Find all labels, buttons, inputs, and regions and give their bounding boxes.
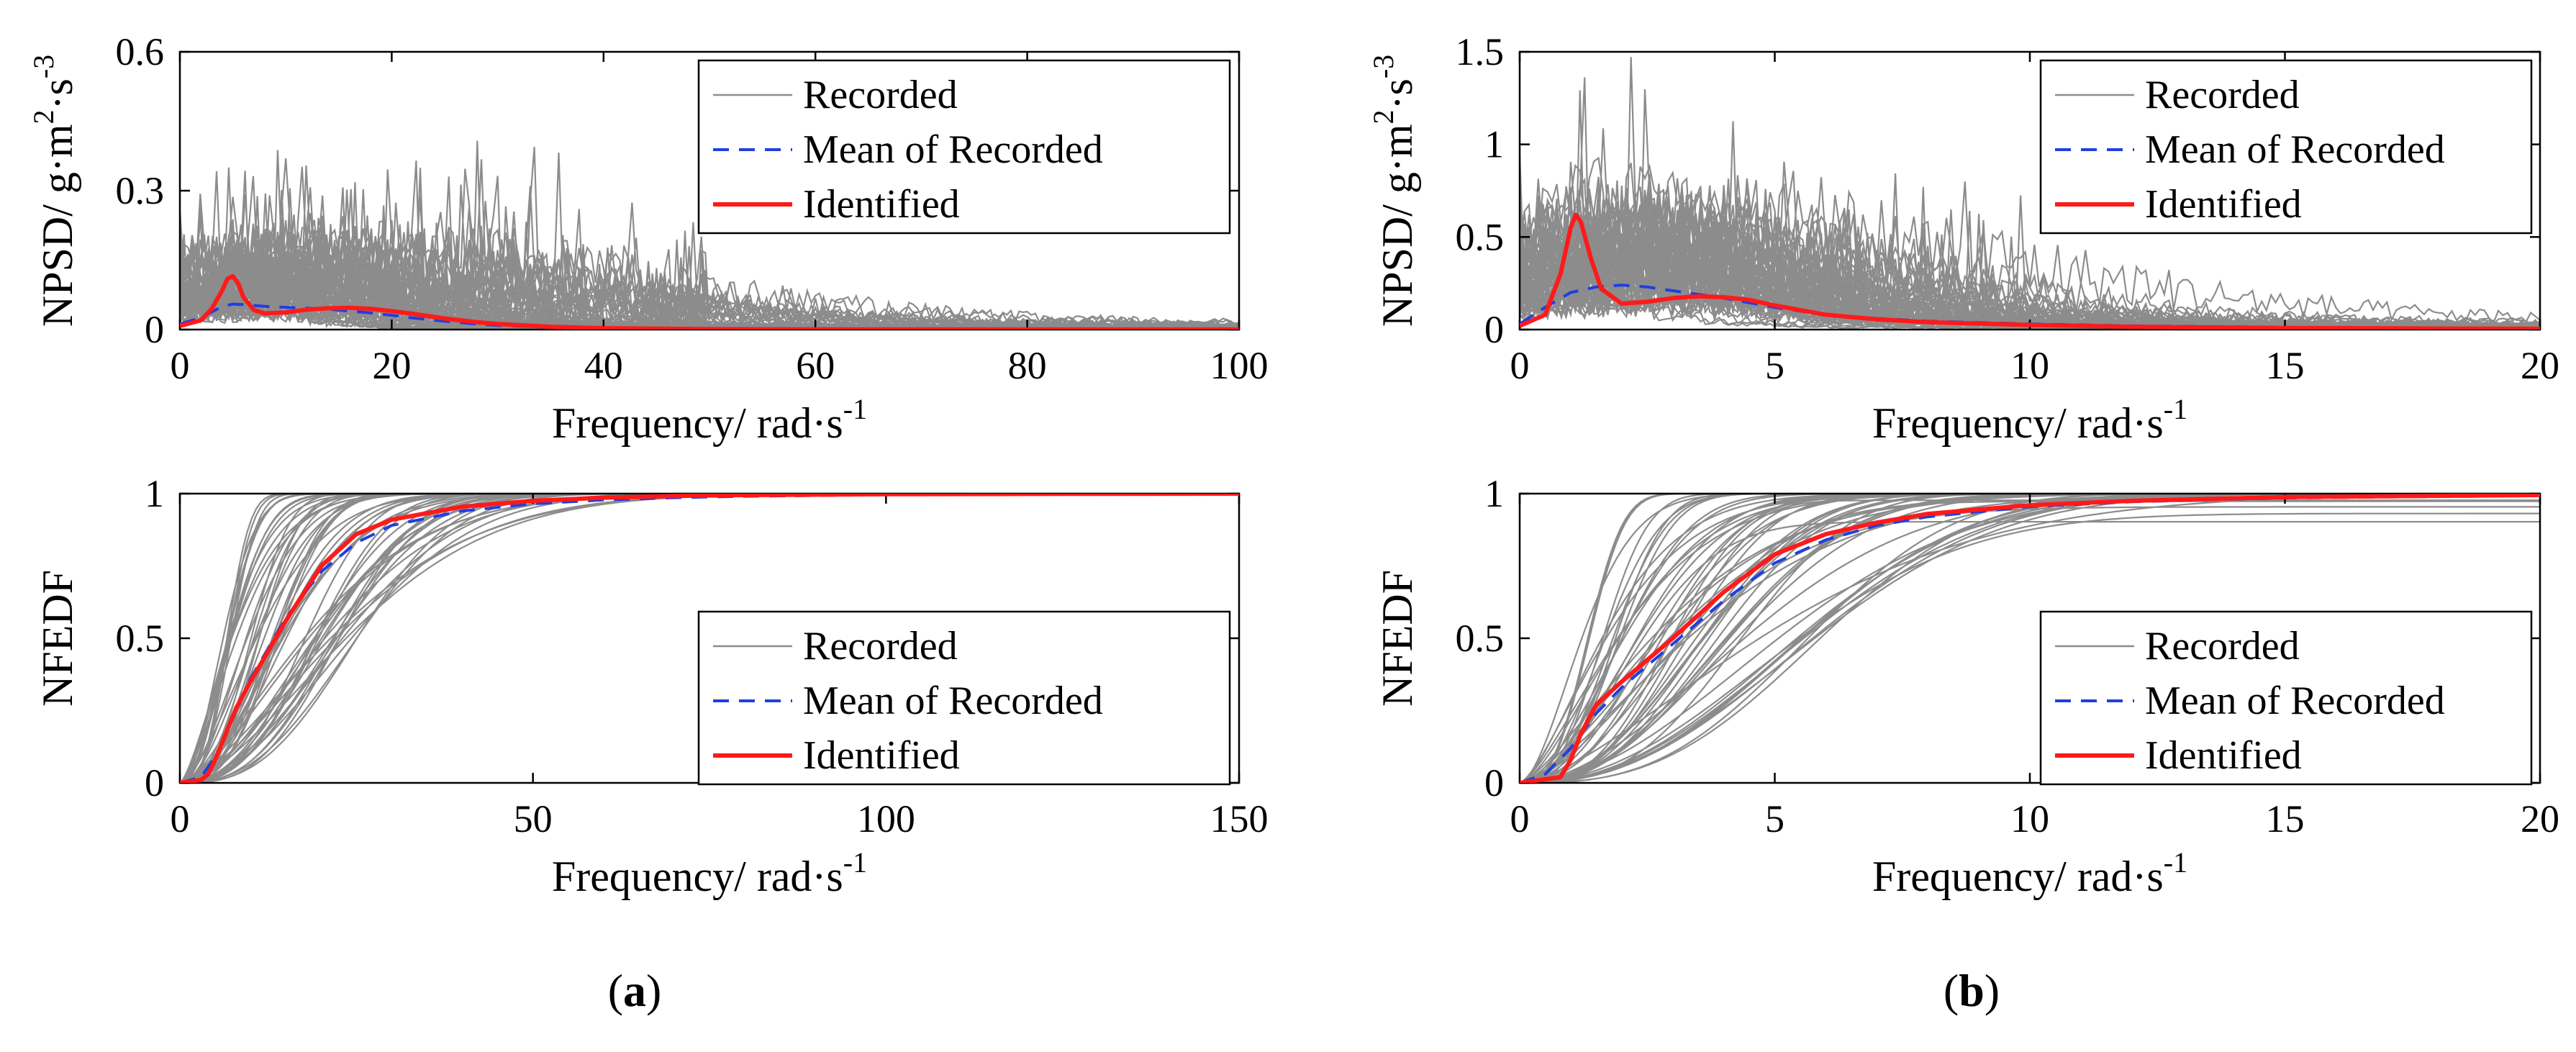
b-npsd-xtick-label: 5 [1765, 344, 1784, 387]
b-nfedf-ytick-label: 0.5 [1456, 617, 1505, 660]
a-nfedf-identified-series [180, 494, 1239, 783]
a-npsd-legend-label: Mean of Recorded [803, 127, 1103, 172]
b-nfedf-legend-label: Recorded [2145, 624, 2300, 668]
b-nfedf-legend-label: Mean of Recorded [2145, 679, 2445, 723]
a-npsd-xtick-label: 80 [1008, 344, 1047, 387]
b-npsd-ylabel-text: NPSD/ g·m [1374, 124, 1421, 327]
b-nfedf-legend-label: Identified [2145, 733, 2302, 778]
a-nfedf-legend-label: Recorded [803, 624, 958, 668]
a-nfedf-ylabel-text: NFEDF [34, 570, 81, 707]
a-npsd-xlabel: Frequency/ rad·s-1 [552, 393, 867, 447]
b-npsd-xtick-label: 0 [1510, 344, 1530, 387]
a-npsd-xlabel-sup: -1 [843, 393, 867, 425]
b-npsd-ylabel: NPSD/ g·m2·s-3 [1367, 55, 1421, 327]
b-npsd-ytick-label: 1 [1484, 123, 1504, 166]
a-npsd-ytick-label: 0 [145, 308, 164, 351]
caption-a-letter: a [623, 965, 646, 1016]
b-npsd-xtick-label: 10 [2010, 344, 2049, 387]
a-nfedf-xtick-label: 50 [514, 797, 553, 840]
b-npsd-xlabel: Frequency/ rad·s-1 [1872, 393, 2187, 447]
a-npsd-xtick-label: 40 [584, 344, 623, 387]
b-npsd-identified-series [1520, 212, 2540, 330]
b-npsd-xlabel-text: Frequency/ rad·s [1872, 399, 2164, 447]
caption-b-letter: b [1959, 965, 1985, 1016]
b-nfedf-xtick-label: 20 [2521, 797, 2559, 840]
b-nfedf-recorded-series [1520, 494, 2540, 783]
caption-b: (b) [1944, 965, 2000, 1016]
a-npsd-ytick-label: 0.3 [116, 169, 165, 212]
b-npsd-xlabel-sup: -1 [2164, 393, 2187, 425]
b-nfedf-xlabel-text: Frequency/ rad·s [1872, 853, 2164, 900]
a-npsd-ylabel-text: NPSD/ g·m [34, 124, 81, 327]
a-nfedf-xlabel: Frequency/ rad·s-1 [552, 846, 867, 900]
a-nfedf-ylabel: NFEDF [34, 570, 81, 707]
b-npsd-legend-label: Recorded [2145, 73, 2300, 117]
b-nfedf-xtick-label: 10 [2010, 797, 2049, 840]
caption-a: (a) [608, 965, 662, 1016]
a-nfedf-ytick-label: 1 [145, 472, 164, 515]
a-npsd-ylabel-sup1: 2 [27, 109, 60, 124]
a-nfedf-xtick-label: 100 [857, 797, 915, 840]
b-nfedf-xtick-label: 0 [1510, 797, 1530, 840]
a-nfedf-xtick-label: 150 [1210, 797, 1269, 840]
a-npsd-xtick-label: 20 [372, 344, 411, 387]
a-nfedf-xlabel-sup: -1 [843, 846, 867, 879]
a-npsd-xtick-label: 0 [171, 344, 190, 387]
b-npsd-xtick-label: 20 [2521, 344, 2559, 387]
b-nfedf-identified-series [1520, 494, 2540, 783]
a-npsd-legend-label: Recorded [803, 73, 958, 117]
b-npsd-ylabel-sup2: -3 [1367, 55, 1400, 78]
a-npsd-ytick-label: 0.6 [116, 30, 165, 73]
a-nfedf-ytick-label: 0.5 [116, 617, 165, 660]
b-npsd-ytick-label: 1.5 [1456, 30, 1505, 73]
b-nfedf-ytick-label: 0 [1484, 761, 1504, 804]
b-nfedf-ytick-label: 1 [1484, 472, 1504, 515]
a-nfedf-xlabel-text: Frequency/ rad·s [552, 853, 843, 900]
b-nfedf-xlabel-sup: -1 [2164, 846, 2187, 879]
b-npsd-ytick-label: 0.5 [1456, 215, 1505, 258]
a-npsd-legend-label: Identified [803, 182, 960, 227]
b-nfedf-xtick-label: 15 [2266, 797, 2305, 840]
a-npsd-ylabel: NPSD/ g·m2·s-3 [27, 55, 81, 327]
a-nfedf-legend-label: Identified [803, 733, 960, 778]
b-nfedf-ylabel-text: NFEDF [1374, 570, 1421, 707]
b-npsd-ylabel-sup1: 2 [1367, 109, 1400, 124]
a-npsd-xtick-label: 60 [796, 344, 835, 387]
a-npsd-xtick-label: 100 [1210, 344, 1269, 387]
a-nfedf-legend-label: Mean of Recorded [803, 679, 1103, 723]
b-npsd-legend-label: Mean of Recorded [2145, 127, 2445, 172]
a-npsd-ylabel-mid: ·s [34, 78, 81, 109]
b-nfedf-xtick-label: 5 [1765, 797, 1784, 840]
b-npsd-legend-label: Identified [2145, 182, 2302, 227]
b-npsd-ylabel-mid: ·s [1374, 78, 1421, 109]
b-npsd-ytick-label: 0 [1484, 308, 1504, 351]
b-nfedf-xlabel: Frequency/ rad·s-1 [1872, 846, 2187, 900]
a-npsd-ylabel-sup2: -3 [27, 55, 60, 78]
a-nfedf-xtick-label: 0 [171, 797, 190, 840]
a-npsd-xlabel-text: Frequency/ rad·s [552, 399, 843, 447]
a-nfedf-ytick-label: 0 [145, 761, 164, 804]
a-npsd-identified-series [180, 274, 1239, 330]
b-npsd-xtick-label: 15 [2266, 344, 2305, 387]
b-nfedf-ylabel: NFEDF [1374, 570, 1421, 707]
